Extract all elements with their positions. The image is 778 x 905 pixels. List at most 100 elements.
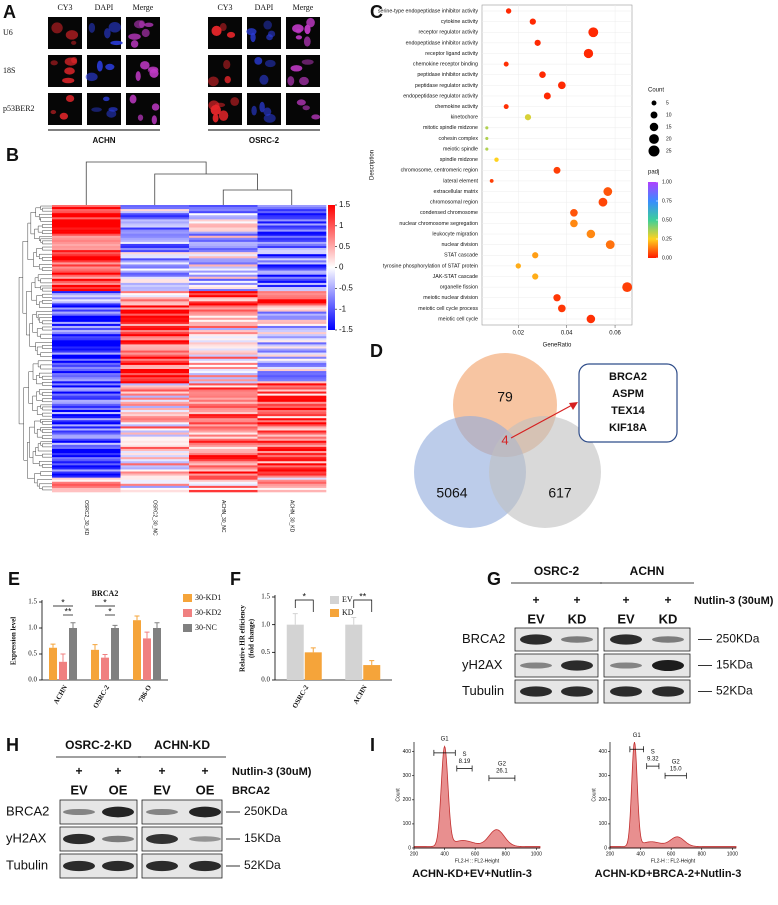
cell [88,22,96,33]
heatmap-cell [189,297,258,300]
dot [543,92,551,100]
x-tick-label: 600 [667,851,676,857]
dendrogram-branch [32,451,40,464]
heatmap-cell [52,221,121,224]
heatmap-cell [257,209,327,212]
heatmap-cell [120,342,190,345]
heatmap-cell [257,451,327,454]
cell [130,40,139,48]
cell [105,63,115,71]
micrograph [48,93,82,125]
gate-value: 15.0 [670,766,682,772]
heatmap-cell [257,325,327,329]
heatmap-cell [52,258,121,261]
heatmap-cell [52,401,121,405]
heatmap-cell [120,477,190,480]
gate-name: G2 [672,759,681,765]
dendrogram-branch [37,274,49,282]
dot [485,147,489,151]
heatmap-cell [52,481,121,485]
heatmap-cell [189,301,258,304]
dot [539,71,546,79]
y-tick-label: receptor ligand activity [425,51,478,57]
cell [301,59,314,65]
heatmap-cell [189,217,258,220]
dendrogram-branch [40,205,49,210]
y-tick-label: cytokine activity [441,19,478,25]
dendrogram-branch [32,314,38,333]
heatmap-cell [52,280,121,284]
heatmap-cell [120,241,190,245]
colorbar-tick-label: 1.00 [662,179,672,185]
dot [524,114,532,121]
heatmap-cell [120,248,190,251]
heatmap-cell [189,477,258,480]
row-label: U6 [3,28,13,37]
heatmap-cell [257,280,327,284]
heatmap-cell [52,289,121,292]
heatmap-cell [52,461,121,464]
heatmap-cell [52,237,121,241]
heatmap-cell [52,311,121,314]
heatmap-cell [52,414,121,417]
cell [211,25,222,37]
heatmap-cell [189,303,258,306]
heatmap-cell [257,418,327,421]
column-label: ACHN_30_NC [220,500,226,533]
gate-name: G1 [633,733,642,739]
blot-membrane [514,627,599,652]
heatmap-cell [52,338,121,341]
cell [219,23,227,32]
heatmap-cell [120,250,190,253]
heatmap-cell [120,332,190,335]
y-tick-label: 1.0 [28,624,37,632]
heatmap-cell [257,217,327,220]
heatmap-cell [52,246,121,249]
y-axis-title: Expression level [10,617,18,665]
heatmap-cell [257,397,327,401]
heatmap-cell [189,270,258,273]
y-tick-label: 400 [403,749,412,755]
heatmap-cell [120,451,190,454]
heatmap-cell [189,432,258,435]
dendrogram-branch [42,293,49,298]
heatmap-cell [257,307,327,310]
cell [140,61,150,70]
heatmap-cell [52,309,121,312]
heatmap-cell [257,225,327,228]
heatmap-cell [120,371,190,374]
cell [64,67,75,75]
protein-label: BRCA2 [462,631,505,646]
heatmap-cell [52,344,121,347]
heatmap-cell [120,453,190,456]
blot-membrane [603,627,691,652]
dendrogram-branch [42,207,49,212]
heatmap-cell [120,272,190,275]
heatmap-cell [52,262,121,265]
heatmap-cell [189,366,258,370]
heatmap-cell [257,483,327,487]
heatmap-cell [120,293,190,296]
x-tick-label: 0.06 [609,331,621,337]
blot-band [652,636,684,643]
heatmap-cell [120,383,190,386]
error-bar [70,622,76,628]
x-tick-label: 200 [410,851,419,857]
lane-label: OE [109,782,128,797]
heatmap-cell [189,407,258,411]
heatmap-cell [257,213,327,216]
heatmap-cell [52,235,121,239]
heatmap-cell [52,426,121,429]
heatmap-cell [189,442,258,446]
heatmap-cell [120,461,190,464]
heatmap-cell [120,399,190,403]
x-tick-label: ACHN [352,684,369,706]
heatmap-cell [52,205,121,208]
dendrogram-branch [22,241,28,314]
legend-dot [649,122,659,132]
group-label: ACHN [630,564,665,578]
x-tick-label: OSRC-2 [291,683,311,709]
cell [267,30,276,38]
heatmap-cell [257,346,327,349]
